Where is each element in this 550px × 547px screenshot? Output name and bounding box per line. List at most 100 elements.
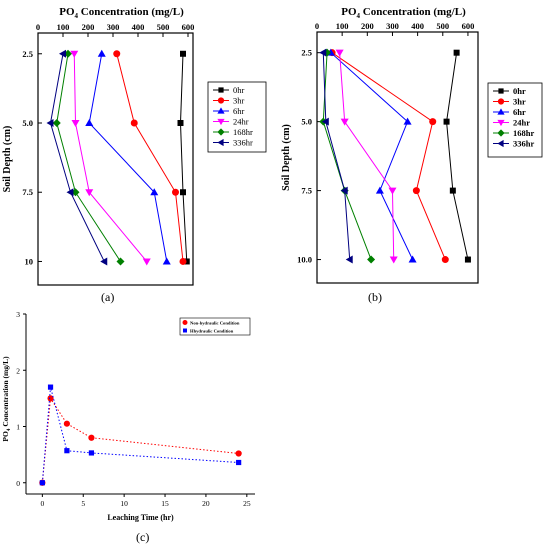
data-point-0hr — [449, 187, 456, 194]
y-tick-label: 2.5 — [301, 48, 312, 58]
series-line-1 — [41, 387, 239, 483]
data-point-hydraulic — [39, 480, 45, 486]
data-point-0hr — [180, 50, 186, 57]
legend-label: 3hr — [513, 97, 526, 107]
data-point-non-hydraulic — [63, 420, 70, 427]
x-tick-label: 0 — [315, 21, 319, 31]
legend-marker-3hr — [217, 97, 225, 104]
y-axis-label: Soil Depth (cm) — [2, 126, 13, 193]
legend-label: 0hr — [233, 85, 245, 95]
series-line-24hr — [339, 52, 395, 260]
data-point-0hr — [177, 120, 184, 126]
series-line-168hr — [322, 52, 372, 260]
data-point-336hr — [340, 186, 348, 195]
data-point-24hr — [71, 120, 80, 127]
chart-panel-c: 0 5 10 15 20 25 0 1 2 3 Leaching Time (hr) PO4 Conc… — [1, 310, 255, 522]
legend-marker-0 — [182, 320, 188, 325]
y-tick-label: 7.5 — [301, 186, 312, 196]
data-point-6hr — [408, 255, 417, 263]
data-point-0hr — [183, 258, 190, 265]
x-tick-label: 20 — [202, 499, 210, 508]
x-tick-label: 500 — [436, 21, 449, 31]
y-axis-label: PO4 Concentration (mg/L) — [1, 356, 12, 442]
data-point-3hr — [179, 257, 187, 265]
data-point-24hr — [85, 189, 94, 197]
legend-marker-6hr — [497, 108, 505, 115]
data-point-0hr — [180, 189, 186, 196]
data-point-336hr — [46, 119, 54, 127]
x-tick-label: 300 — [386, 21, 399, 31]
data-point-6hr — [375, 186, 384, 194]
legend-label: 0hr — [513, 86, 526, 96]
y-tick-label: 1 — [16, 423, 20, 432]
legend-marker-168hr — [497, 129, 505, 137]
series-line-0hr — [179, 53, 188, 262]
data-point-6hr — [85, 119, 94, 126]
data-point-3hr — [113, 50, 121, 58]
legend-label: 3hr — [233, 96, 245, 106]
legend-marker-3hr — [497, 98, 505, 105]
y-tick-label: 10.0 — [297, 255, 312, 265]
legend-box — [179, 317, 251, 336]
data-point-3hr — [429, 118, 437, 126]
panel-a-label: (a) — [101, 290, 115, 304]
legend-label: Non-hydraulic Condition — [190, 321, 240, 326]
data-point-336hr — [321, 117, 329, 126]
legend-label: 336hr — [513, 139, 534, 149]
legend-marker-0hr — [498, 88, 504, 94]
x-tick-label: 600 — [182, 22, 195, 32]
legend-label: 6hr — [513, 107, 526, 117]
data-point-non-hydraulic — [88, 434, 95, 441]
x-tick-label: 100 — [336, 21, 349, 31]
legend-marker-168hr — [217, 128, 225, 136]
x-tick-label: 5 — [81, 499, 85, 508]
data-point-336hr — [59, 49, 66, 58]
data-point-168hr — [116, 257, 125, 266]
data-point-6hr — [162, 257, 171, 265]
x-tick-label: 200 — [82, 22, 95, 32]
data-point-0hr — [464, 256, 471, 263]
legend-label: 24hr — [233, 117, 249, 127]
data-point-non-hydraulic — [47, 395, 54, 402]
x-tick-label: 600 — [462, 21, 475, 31]
data-point-3hr — [130, 119, 138, 127]
y-tick-label: 10 — [25, 256, 34, 266]
data-point-hydraulic — [64, 448, 70, 454]
x-tick-label: 400 — [411, 21, 424, 31]
y-tick-label: 2.5 — [22, 49, 33, 59]
legend-marker-24hr — [217, 118, 225, 126]
y-tick-label: 5.0 — [22, 118, 33, 128]
y-tick-label: 0 — [16, 479, 20, 488]
legend-label: 336hr — [233, 138, 253, 148]
chart-panel-b: PO4 Concentration (mg/L) 0 100 200 300 400 500… — [281, 6, 543, 284]
data-point-0hr — [453, 49, 460, 56]
x-tick-label: 25 — [243, 499, 251, 508]
series-line-3hr — [116, 53, 184, 262]
data-point-336hr — [319, 48, 327, 57]
axis-title-top: PO4 Concentration (mg/L) — [59, 6, 184, 20]
y-tick-label: 7.5 — [22, 187, 33, 197]
x-tick-label: 400 — [132, 22, 145, 32]
axis-title-top: PO4 Concentration (mg/L) — [341, 6, 466, 20]
x-tick-label: 200 — [361, 21, 374, 31]
plot-frame — [37, 32, 194, 286]
x-tick-label: 10 — [120, 499, 128, 508]
panel-b-label: (b) — [368, 290, 382, 304]
legend-box — [487, 82, 543, 158]
legend-label: 168hr — [513, 128, 534, 138]
data-point-0hr — [443, 118, 450, 125]
x-tick-label: 0 — [36, 22, 40, 32]
legend-marker-6hr — [217, 107, 225, 114]
x-tick-label: 300 — [107, 22, 120, 32]
data-point-hydraulic — [88, 450, 95, 456]
x-tick-label: 100 — [57, 22, 70, 32]
chart-panel-a: PO4 Concentration (mg/L) 0 100 200 300 400 500… — [2, 6, 267, 286]
series-line-0 — [41, 396, 239, 483]
series-line-6hr — [88, 53, 168, 262]
legend-marker-0hr — [218, 87, 224, 93]
data-point-3hr — [172, 188, 179, 196]
legend-label: 6hr — [233, 106, 245, 116]
series-line-6hr — [330, 52, 414, 260]
series-line-336hr — [49, 53, 105, 262]
